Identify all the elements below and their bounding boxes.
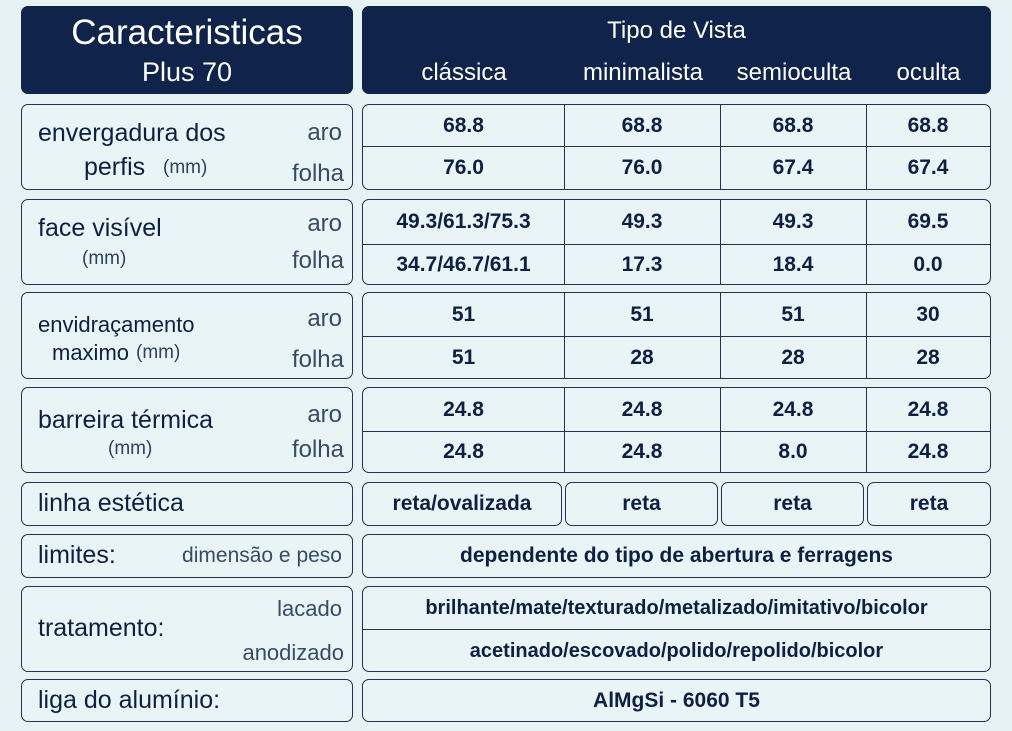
tratamento-sub-lacado: lacado: [277, 596, 342, 621]
barreira-termica-sub-aro: aro: [307, 401, 342, 428]
tratamento-anodizado-value: acetinado/escovado/polido/repolido/bicol…: [469, 639, 884, 662]
limites-value: dependente do tipo de abertura e ferrage…: [460, 544, 893, 567]
envidracamento-label-line1: envidraçamento: [38, 312, 195, 337]
value-cell: 51: [451, 345, 476, 369]
value-linha-semioculta: reta: [721, 482, 864, 526]
value-cell: 24.8: [907, 440, 949, 463]
tratamento-lacado-value: brilhante/mate/texturado/metalizado/imit…: [425, 596, 928, 619]
value-cell: 0.0: [913, 253, 943, 276]
values-tratamento: brilhante/mate/texturado/metalizado/imit…: [362, 586, 991, 672]
label-envergadura: envergadura dos perfis (mm) aro folha: [21, 104, 353, 190]
value-cell: reta: [909, 492, 949, 515]
column-header-oculta: oculta: [896, 59, 961, 86]
envergadura-unit: (mm): [163, 157, 208, 178]
barreira-termica-label: barreira térmica: [38, 406, 214, 434]
value-cell: 49.3: [772, 210, 814, 233]
view-type-header: Tipo de Vista clássica minimalista semio…: [362, 6, 991, 94]
liga-label: liga do alumínio:: [38, 686, 221, 714]
face-visivel-label: face visível: [38, 214, 162, 242]
value-cell: 51: [451, 303, 476, 326]
value-cell: reta/ovalizada: [392, 492, 532, 515]
values-envidracamento: 51 51 51 30 51 28 28 28: [362, 292, 991, 379]
value-cell: 68.8: [443, 114, 484, 137]
value-cell: 24.8: [443, 440, 484, 463]
tratamento-label: tratamento:: [38, 614, 165, 642]
value-linha-oculta: reta: [867, 482, 991, 526]
value-liga: AlMgSi - 6060 T5: [362, 679, 991, 722]
label-liga: liga do alumínio:: [21, 679, 353, 722]
envidracamento-label-line2: maximo: [52, 340, 130, 365]
face-visivel-sub-folha: folha: [291, 247, 344, 274]
envidracamento-sub-aro: aro: [307, 305, 342, 332]
envergadura-sub-folha: folha: [291, 160, 344, 187]
envergadura-label-line2: perfis: [84, 153, 146, 181]
value-cell: 76.0: [621, 156, 663, 179]
value-cell: 24.8: [621, 398, 663, 421]
face-visivel-unit: (mm): [82, 248, 127, 269]
envidracamento-sub-folha: folha: [291, 346, 344, 373]
column-header-semioculta: semioculta: [736, 59, 852, 86]
value-cell: 51: [630, 303, 654, 326]
values-envergadura: 68.8 68.8 68.8 68.8 76.0 76.0 67.4 67.4: [362, 104, 991, 190]
label-envidracamento: envidraçamento maximo (mm) aro folha: [21, 292, 353, 379]
value-cell: 8.0: [778, 440, 808, 463]
value-linha-minimalista: reta: [565, 482, 718, 526]
tratamento-sub-anodizado: anodizado: [242, 640, 344, 665]
title-header: Caracteristicas Plus 70: [21, 6, 353, 94]
value-cell: 24.8: [621, 440, 663, 463]
value-cell: 67.4: [772, 156, 814, 179]
value-cell: 28: [916, 345, 940, 369]
values-face-visivel: 49.3/61.3/75.3 49.3 49.3 69.5 34.7/46.7/…: [362, 199, 991, 285]
envidracamento-unit: (mm): [136, 342, 181, 363]
view-type-title: Tipo de Vista: [607, 17, 746, 44]
column-header-minimalista: minimalista: [582, 59, 704, 86]
value-cell: 28: [630, 345, 654, 369]
barreira-termica-sub-folha: folha: [291, 436, 344, 463]
envergadura-sub-aro: aro: [307, 119, 342, 146]
value-cell: 68.8: [772, 114, 814, 137]
value-cell: reta: [773, 492, 812, 515]
subtitle: Plus 70: [141, 57, 233, 87]
value-cell: 30: [916, 303, 940, 326]
label-tratamento: tratamento: lacado anodizado: [21, 586, 353, 672]
value-cell: 34.7/46.7/61.1: [396, 253, 531, 276]
value-cell: 18.4: [772, 253, 814, 276]
value-cell: reta: [622, 492, 661, 515]
value-cell: 67.4: [907, 156, 949, 179]
value-cell: 51: [781, 303, 805, 326]
value-cell: 49.3: [621, 210, 663, 233]
value-linha-classica: reta/ovalizada: [362, 482, 562, 526]
linha-estetica-label: linha estética: [38, 489, 184, 517]
value-cell: 24.8: [443, 398, 484, 421]
value-cell: 49.3/61.3/75.3: [396, 210, 531, 233]
limites-label: limites:: [38, 541, 116, 569]
values-barreira-termica: 24.8 24.8 24.8 24.8 24.8 24.8 8.0 24.8: [362, 387, 991, 473]
column-header-classica: clássica: [421, 59, 507, 86]
title: Caracteristicas: [71, 13, 303, 52]
face-visivel-sub-aro: aro: [307, 210, 342, 237]
envergadura-label-line1: envergadura dos: [38, 119, 226, 147]
barreira-termica-unit: (mm): [108, 438, 153, 459]
limites-sub: dimensão e peso: [182, 544, 342, 567]
value-cell: 68.8: [621, 114, 663, 137]
value-cell: 68.8: [907, 114, 949, 137]
label-face-visivel: face visível (mm) aro folha: [21, 199, 353, 285]
value-cell: 17.3: [621, 253, 663, 276]
liga-value: AlMgSi - 6060 T5: [593, 688, 760, 712]
value-cell: 76.0: [443, 156, 484, 179]
value-cell: 28: [781, 345, 805, 369]
value-cell: 69.5: [907, 210, 949, 233]
label-barreira-termica: barreira térmica (mm) aro folha: [21, 387, 353, 473]
label-linha-estetica: linha estética: [21, 482, 353, 526]
label-limites: limites: dimensão e peso: [21, 534, 353, 578]
value-limites: dependente do tipo de abertura e ferrage…: [362, 534, 991, 578]
value-cell: 24.8: [907, 398, 949, 421]
value-cell: 24.8: [772, 398, 814, 421]
